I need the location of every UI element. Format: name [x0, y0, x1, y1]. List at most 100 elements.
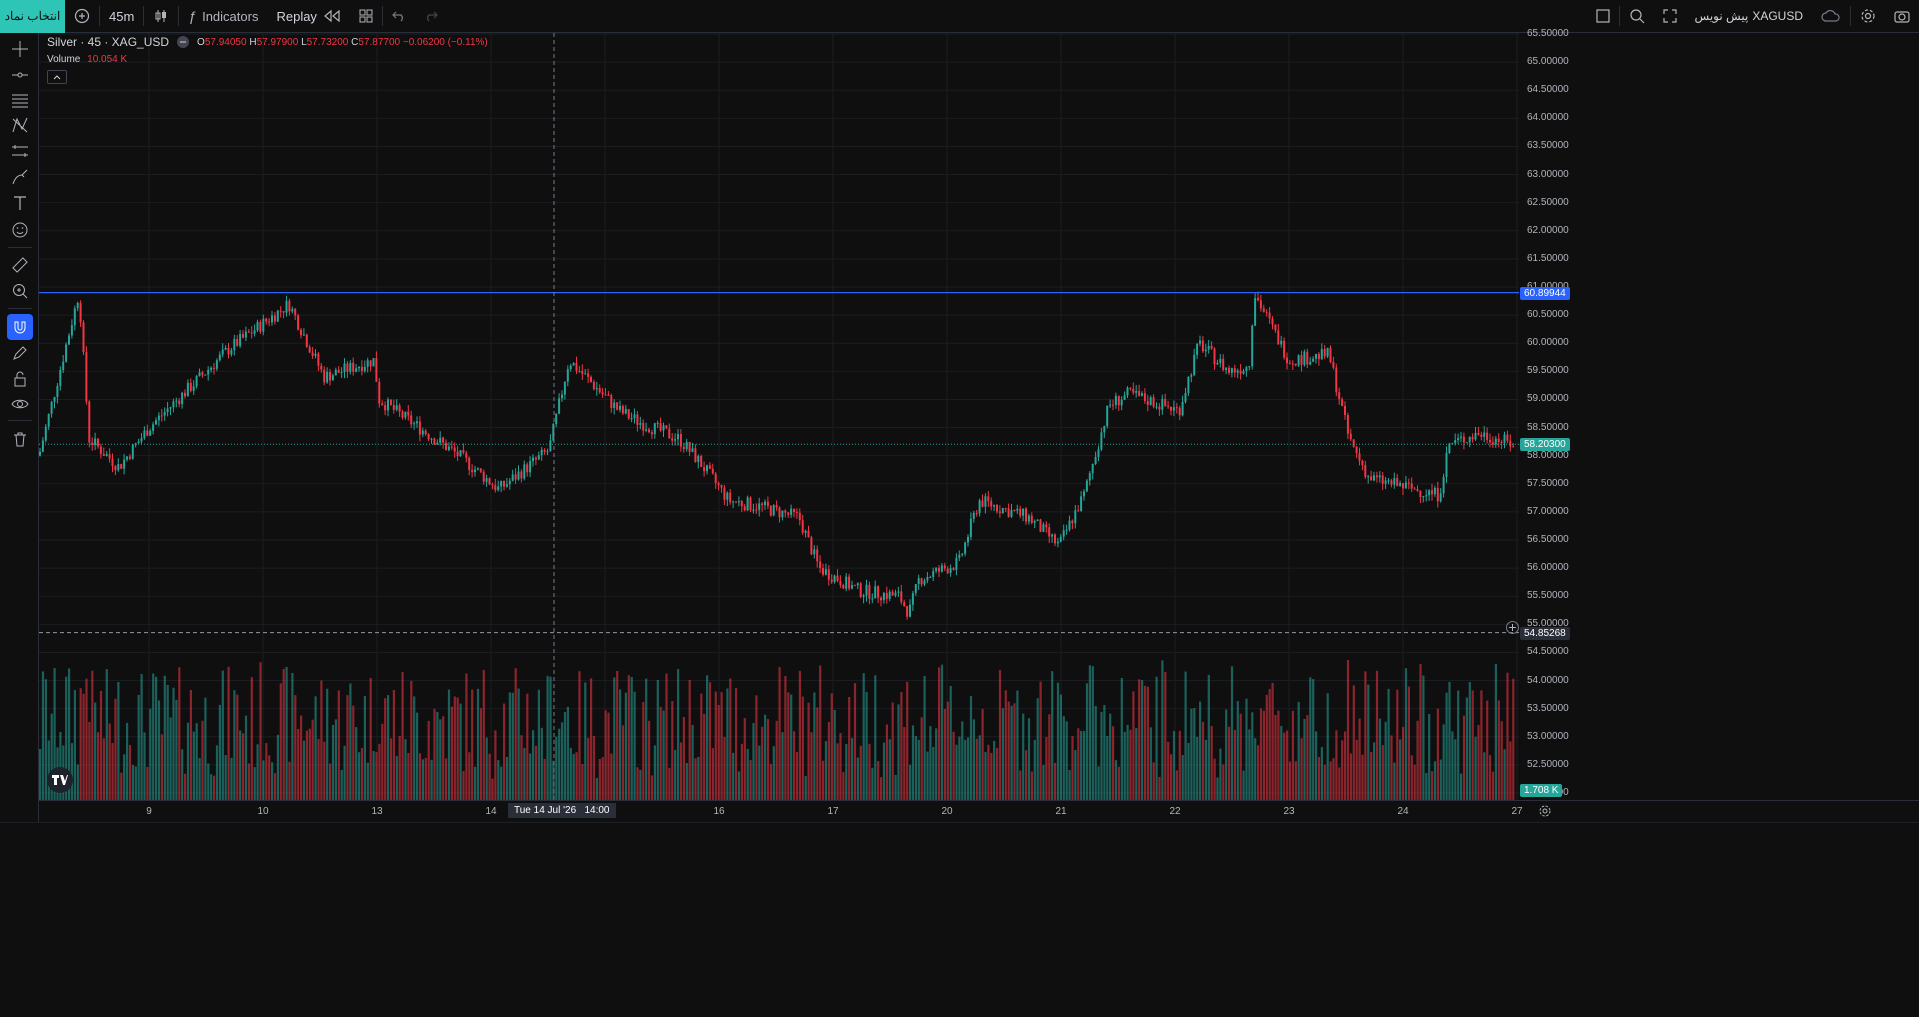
price-axis-label: 57.00000: [1527, 505, 1569, 517]
camera-button[interactable]: [1885, 0, 1919, 33]
crosshair-tool[interactable]: [7, 36, 33, 62]
snapshot-frame-button[interactable]: [1587, 0, 1619, 33]
volume-bar: [729, 678, 732, 800]
hide-drawings-tool[interactable]: [7, 391, 33, 417]
indicators-button[interactable]: ƒ Indicators: [179, 0, 267, 33]
trend-line-tool[interactable]: [7, 62, 33, 88]
volume-bar: [1230, 666, 1234, 800]
volume-bar: [372, 751, 375, 800]
volume-bar: [848, 696, 851, 800]
volume-bar: [1097, 766, 1100, 800]
volume-bar: [308, 728, 311, 800]
candle-body: [755, 509, 758, 511]
volume-bar: [798, 670, 801, 800]
volume-bar: [743, 718, 746, 800]
remove-drawings-tool[interactable]: [7, 426, 33, 452]
redo-button[interactable]: [415, 0, 447, 33]
volume-bar: [204, 697, 207, 800]
layout-name-button[interactable]: پیش نویس XAGUSD: [1686, 0, 1812, 33]
time-axis[interactable]: 9101314151617202122232427: [39, 800, 1919, 822]
text-tool[interactable]: [7, 190, 33, 216]
magnet-tool[interactable]: [7, 314, 33, 340]
interval-button[interactable]: 45m: [109, 8, 135, 24]
price-axis[interactable]: 65.50000 65.00000 64.50000 64.00000 63.50000…: [1519, 28, 1919, 800]
candle-body: [50, 401, 53, 414]
candle-body: [674, 439, 677, 441]
candle-body: [961, 553, 964, 555]
brush-tool[interactable]: [7, 164, 33, 190]
volume-bar: [1361, 754, 1364, 800]
candle-body: [787, 512, 790, 515]
volume-bar: [340, 769, 343, 800]
volume-bar: [839, 733, 842, 800]
volume-bar: [1436, 708, 1439, 800]
candle-body: [430, 438, 433, 440]
pattern-icon: [11, 116, 29, 134]
volume-bar: [215, 745, 219, 800]
volume-bar: [323, 741, 326, 800]
tradingview-logo[interactable]: [47, 767, 73, 793]
candle-body: [1393, 477, 1396, 485]
low-value: 57.73200: [306, 36, 349, 48]
candle-body: [1025, 508, 1027, 522]
candle-body: [1338, 392, 1341, 400]
volume-bar: [865, 692, 868, 800]
candle-body: [1085, 480, 1088, 492]
volume-bar: [537, 689, 540, 800]
add-symbol-button[interactable]: [65, 0, 99, 33]
candle-body: [798, 512, 801, 521]
volume-bar: [1010, 705, 1013, 800]
replay-button[interactable]: Replay: [267, 0, 349, 33]
candle-body: [952, 568, 955, 570]
forecast-tool[interactable]: [7, 138, 33, 164]
cloud-save-button[interactable]: [1812, 0, 1850, 33]
emoji-tool[interactable]: [7, 217, 33, 243]
candle-body: [853, 585, 856, 587]
chart-settings-button[interactable]: [1538, 804, 1554, 820]
volume-bar: [1346, 660, 1350, 800]
volume-bar: [740, 743, 743, 800]
volume-bar: [949, 685, 952, 800]
volume-bar: [682, 717, 685, 800]
fib-tool[interactable]: [7, 87, 33, 113]
volume-bar: [862, 673, 865, 800]
undo-button[interactable]: [383, 0, 415, 33]
candle-body: [807, 530, 810, 538]
pattern-tool[interactable]: [7, 112, 33, 138]
candle-body: [294, 308, 297, 316]
stay-drawing-tool[interactable]: [7, 340, 33, 366]
lock-drawings-tool[interactable]: [7, 366, 33, 392]
pencil-lock-icon: [11, 344, 29, 362]
volume-bar: [650, 775, 654, 800]
volume-bar: [1413, 764, 1416, 800]
price-chart[interactable]: [39, 33, 1519, 800]
volume-bar: [326, 688, 329, 800]
candle-body: [587, 373, 590, 377]
candle-body: [1512, 446, 1515, 448]
chart-pane[interactable]: [39, 33, 1519, 800]
quick-search-button[interactable]: [1620, 0, 1654, 33]
candle-body: [207, 369, 210, 375]
candle-body: [775, 505, 778, 508]
candle-body: [97, 438, 99, 447]
series-toggle-icon[interactable]: [177, 36, 190, 48]
volume-bar: [723, 737, 726, 800]
layout-button[interactable]: [350, 0, 382, 33]
candle-body: [413, 423, 416, 425]
add-alert-button[interactable]: [1506, 621, 1519, 634]
volume-bar: [1222, 764, 1225, 800]
chart-type-button[interactable]: [144, 0, 178, 33]
volume-bar: [981, 708, 984, 800]
zoom-tool[interactable]: [7, 278, 33, 304]
settings-button[interactable]: [1851, 0, 1885, 33]
fullscreen-button[interactable]: [1654, 0, 1686, 33]
volume-bar: [363, 695, 366, 800]
price-axis-label: 64.50000: [1527, 84, 1569, 96]
symbol-search-button[interactable]: انتخاب نماد: [0, 0, 65, 33]
volume-bar: [592, 735, 596, 800]
volume-bar: [149, 708, 152, 800]
volume-bar: [543, 758, 546, 800]
measure-tool[interactable]: [7, 252, 33, 278]
square-icon: [1595, 9, 1610, 23]
collapse-legend-button[interactable]: [47, 70, 67, 84]
